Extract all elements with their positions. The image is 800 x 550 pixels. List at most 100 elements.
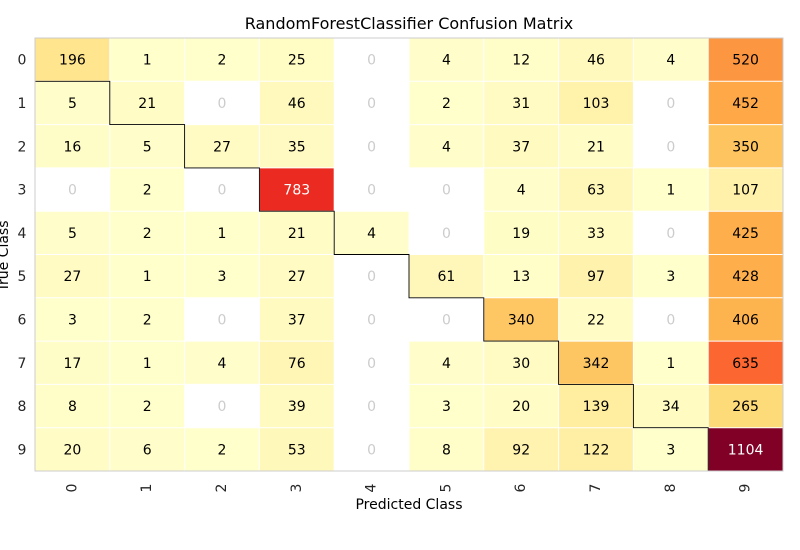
heatmap-cell — [409, 254, 485, 299]
cell-value-label: 5 — [143, 139, 152, 155]
cell-value-label: 0 — [666, 139, 675, 155]
heatmap-cell — [708, 384, 784, 429]
cell-value-label: 0 — [442, 312, 451, 328]
cell-value-label: 20 — [63, 442, 81, 458]
heatmap-cell — [483, 38, 560, 82]
heatmap-cell — [483, 341, 560, 385]
x-tick-label: 2 — [214, 484, 230, 493]
heatmap-cell — [708, 341, 784, 385]
x-tick-label: 0 — [64, 484, 80, 493]
cell-value-label: 13 — [512, 269, 530, 285]
cell-value-label: 0 — [367, 399, 376, 415]
cell-value-label: 8 — [442, 442, 451, 458]
cell-value-label: 0 — [218, 312, 227, 328]
heatmap-cell — [109, 81, 186, 126]
cell-value-label: 122 — [583, 442, 610, 458]
plot-frame — [34, 37, 784, 472]
heatmap-cell — [109, 254, 186, 299]
cell-value-label: 16 — [63, 139, 81, 155]
cell-value-label: 0 — [442, 183, 451, 199]
heatmap-cell — [35, 167, 111, 212]
x-tick-label: 7 — [588, 484, 604, 493]
heatmap-cell — [708, 38, 784, 82]
cell-value-label: 21 — [587, 139, 605, 155]
cell-value-label: 5 — [68, 226, 77, 242]
cell-value-label: 0 — [367, 53, 376, 69]
heatmap-cell — [708, 81, 784, 126]
heatmap-cell — [259, 427, 335, 472]
x-tick-labels: 0 1 2 3 4 5 6 7 8 9 — [64, 483, 753, 492]
cell-value-label: 4 — [442, 139, 451, 155]
cell-value-label: 12 — [512, 53, 530, 69]
heatmap-cell — [259, 254, 335, 299]
cell-value-label: 33 — [587, 226, 605, 242]
y-tick-label: 7 — [18, 356, 27, 372]
heatmap-cell — [334, 211, 410, 255]
heatmap-cell — [334, 427, 410, 472]
heatmap-cell — [409, 297, 485, 342]
cell-value-label: 350 — [732, 139, 759, 155]
heatmap-cell — [409, 427, 485, 472]
cell-value-label: 4 — [517, 183, 526, 199]
heatmap-cell — [184, 38, 260, 82]
cell-value-label: 0 — [666, 312, 675, 328]
cell-value-label: 46 — [288, 96, 306, 112]
heatmap-cell — [409, 384, 485, 429]
cell-value-label: 8 — [68, 399, 77, 415]
x-tick-label: 9 — [738, 484, 754, 493]
cell-value-label: 3 — [442, 399, 451, 415]
heatmap-cell — [259, 384, 335, 429]
cell-value-label: 139 — [583, 399, 610, 415]
cell-value-label: 17 — [63, 356, 81, 372]
heatmap-cell — [483, 124, 560, 169]
cell-value-label: 22 — [587, 312, 605, 328]
cell-value-label: 37 — [512, 139, 530, 155]
heatmap-cell — [483, 297, 560, 342]
cell-value-label: 428 — [732, 269, 759, 285]
heatmap-cell — [184, 124, 260, 169]
heatmap-cell — [708, 167, 784, 212]
heatmap-cell — [184, 384, 260, 429]
heatmap-cell — [633, 341, 709, 385]
heatmap-cell — [409, 167, 485, 212]
heatmap-cell — [633, 211, 709, 255]
cell-value-label: 2 — [442, 96, 451, 112]
cell-value-label: 4 — [666, 53, 675, 69]
x-tick-label: 3 — [289, 484, 305, 493]
y-tick-label: 0 — [18, 53, 27, 69]
heatmap-cell — [409, 211, 485, 255]
cell-value-label: 425 — [732, 226, 759, 242]
heatmap-cell — [558, 167, 634, 212]
cell-value-label: 0 — [367, 183, 376, 199]
cell-value-label: 63 — [587, 183, 605, 199]
cell-value-label: 34 — [662, 399, 680, 415]
cell-value-label: 2 — [218, 53, 227, 69]
heatmap-cell — [558, 81, 634, 126]
cell-value-label: 30 — [512, 356, 530, 372]
heatmap-cell — [259, 81, 335, 126]
heatmap-cell — [184, 341, 260, 385]
cell-value-label: 2 — [143, 399, 152, 415]
cell-value-label: 406 — [732, 312, 759, 328]
cell-value-label: 520 — [732, 53, 759, 69]
cell-value-label: 92 — [512, 442, 530, 458]
x-tick-label: 8 — [663, 484, 679, 493]
heatmap-cell — [35, 124, 111, 169]
cell-value-label: 97 — [587, 269, 605, 285]
y-tick-label: 2 — [18, 139, 27, 155]
cell-value-label: 31 — [512, 96, 530, 112]
heatmap-cell — [409, 124, 485, 169]
x-tick-label: 4 — [364, 483, 380, 492]
cell-value-label: 3 — [666, 442, 675, 458]
cell-value-label: 340 — [508, 312, 535, 328]
heatmap-cell — [483, 384, 560, 429]
heatmap-cell — [334, 167, 410, 212]
heatmap-cell — [35, 341, 111, 385]
chart-title: RandomForestClassifier Confusion Matrix — [245, 14, 574, 33]
cell-value-label: 3 — [666, 269, 675, 285]
heatmap-cell — [109, 124, 186, 169]
heatmap-cell — [334, 38, 410, 82]
heatmap-cell — [334, 297, 410, 342]
heatmap-cell — [35, 81, 111, 126]
cell-value-label: 39 — [288, 399, 306, 415]
